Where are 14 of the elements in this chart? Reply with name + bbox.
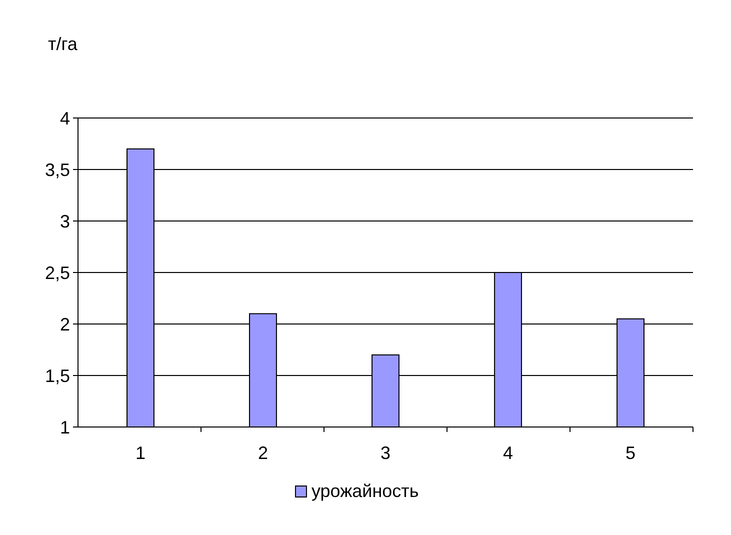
y-tick-label: 3 bbox=[60, 211, 70, 232]
x-tick-label: 1 bbox=[135, 443, 146, 463]
y-tick-label: 2 bbox=[60, 314, 70, 334]
x-tick-label: 4 bbox=[503, 443, 514, 463]
y-tick-label: 3,5 bbox=[44, 160, 70, 180]
y-tick-label: 1 bbox=[60, 417, 70, 438]
y-tick-label: 4 bbox=[60, 108, 70, 128]
y-tick-label: 2,5 bbox=[44, 262, 70, 283]
legend-label: урожайность bbox=[312, 481, 419, 501]
x-tick-label: 2 bbox=[258, 443, 268, 463]
y-axis-title: т/га bbox=[48, 34, 78, 54]
x-tick-label: 3 bbox=[380, 443, 391, 463]
y-tick-label: 1,5 bbox=[44, 366, 70, 386]
x-tick-label: 5 bbox=[626, 443, 636, 463]
